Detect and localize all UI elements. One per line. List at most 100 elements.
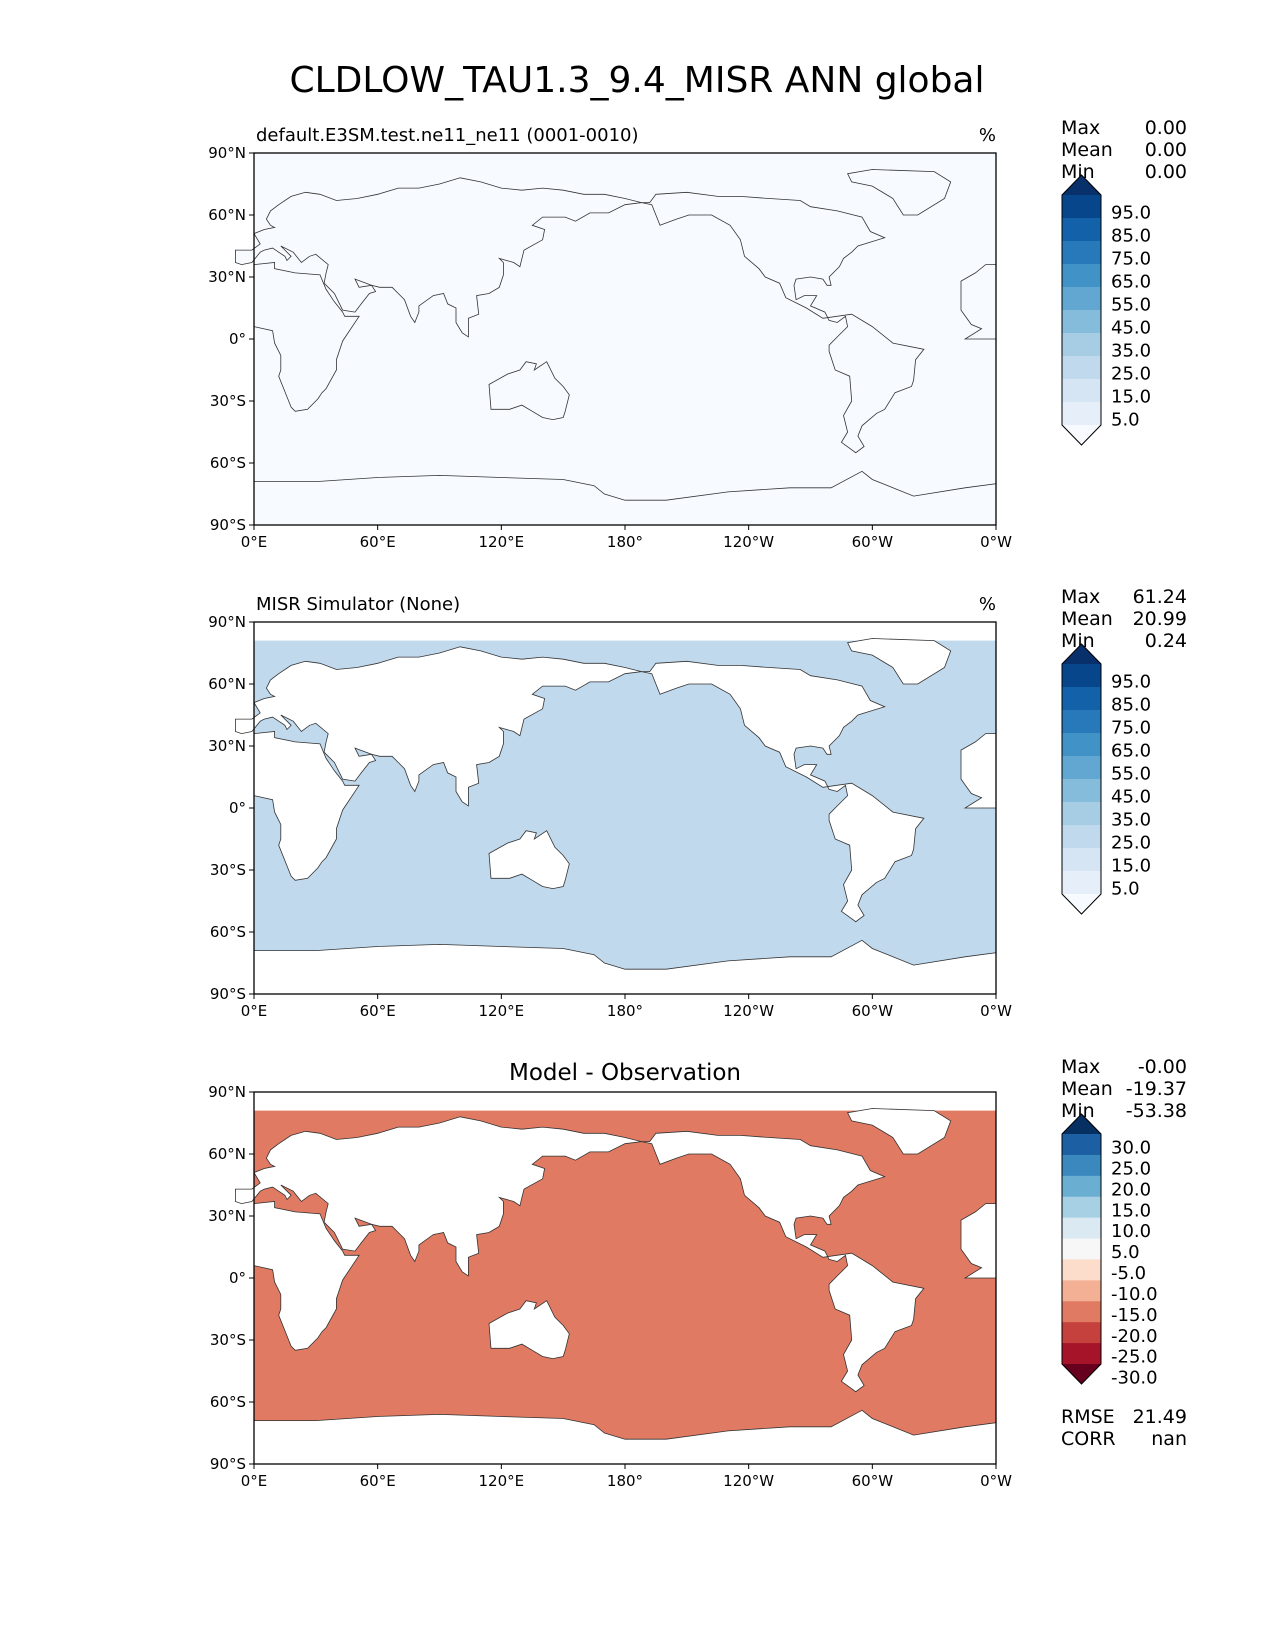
panel-title: Model - Observation	[509, 1060, 741, 1086]
colorbar-tick-label: 5.0	[1111, 1242, 1140, 1263]
lat-tick-label: 0°	[229, 330, 246, 348]
colorbar-tick-label: 20.0	[1111, 1179, 1151, 1200]
colorbar-tick-label: -10.0	[1111, 1284, 1158, 1305]
colorbar-bin	[1062, 871, 1101, 895]
stat-label: Min	[1061, 1100, 1095, 1122]
colorbar-bin	[1062, 333, 1101, 357]
colorbar-tick-label: -20.0	[1111, 1326, 1158, 1347]
map-panel-3: Model - Observation 90°N 60°N 30°N 0° 30°S 60°…	[208, 1056, 1187, 1490]
coastline	[234, 646, 925, 923]
colorbar-bin	[1062, 1238, 1101, 1260]
colorbar-bin	[1062, 1343, 1101, 1365]
colorbar-tick-label: 15.0	[1111, 855, 1151, 876]
colorbar-bin	[1062, 1280, 1101, 1302]
colorbar-bin	[1062, 756, 1101, 780]
lat-tick-label: 90°S	[210, 1455, 246, 1473]
lat-tick-label: 30°N	[208, 268, 246, 286]
lon-tick-label: 60°E	[360, 1002, 396, 1020]
colorbar-bin	[1062, 1301, 1101, 1323]
stat-value: 61.24	[1133, 586, 1187, 608]
stat-label: Mean	[1061, 1078, 1113, 1100]
colorbar-extend-max	[1062, 644, 1101, 664]
colorbar-bin	[1062, 825, 1101, 849]
stat-label: Mean	[1061, 608, 1113, 630]
colorbar-bin	[1062, 379, 1101, 403]
colorbar-extend-min	[1062, 1364, 1101, 1384]
lon-tick-label: 60°W	[852, 533, 894, 551]
stat-value: 0.00	[1145, 161, 1187, 183]
lat-tick-label: 30°S	[210, 392, 246, 410]
stat-label: Min	[1061, 630, 1095, 652]
colorbar-extend-max	[1062, 1114, 1101, 1134]
colorbar-tick-label: 55.0	[1111, 763, 1151, 784]
colorbar-tick-label: 85.0	[1111, 225, 1151, 246]
colorbar-extend-min	[1062, 894, 1101, 914]
colorbar-tick-label: 45.0	[1111, 786, 1151, 807]
lat-tick-label: 60°N	[208, 1145, 246, 1163]
coastline	[253, 939, 997, 995]
lon-tick-label: 120°W	[723, 1472, 774, 1490]
colorbar-tick-label: 75.0	[1111, 717, 1151, 738]
colorbar-tick-label: 85.0	[1111, 694, 1151, 715]
coastline	[488, 830, 570, 890]
colorbar-tick-label: 95.0	[1111, 671, 1151, 692]
map-panel-2: MISR Simulator (None) % 90°N 60°N 30°N 0° 30°S…	[208, 586, 1187, 1020]
colorbar-bin	[1062, 710, 1101, 734]
coastline	[253, 1201, 360, 1351]
lat-tick-label: 60°S	[210, 1393, 246, 1411]
colorbar-bin	[1062, 218, 1101, 242]
colorbar-tick-label: 95.0	[1111, 202, 1151, 223]
stat-value: 0.00	[1145, 117, 1187, 139]
colorbar-tick-label: 25.0	[1111, 832, 1151, 853]
lon-tick-label: 180°	[607, 1472, 643, 1490]
colorbar-tick-label: 25.0	[1111, 363, 1151, 384]
error-stat-value: nan	[1151, 1428, 1187, 1450]
coastline	[253, 470, 997, 526]
lon-tick-label: 0°W	[980, 1002, 1012, 1020]
lon-tick-label: 0°E	[241, 533, 268, 551]
colorbar-bin	[1062, 195, 1101, 219]
colorbar-tick-label: -15.0	[1111, 1305, 1158, 1326]
error-stat-value: 21.49	[1133, 1406, 1187, 1428]
no-data-mask	[254, 622, 996, 641]
coastline	[847, 638, 952, 685]
panel-units: %	[979, 594, 996, 615]
lon-tick-label: 120°E	[479, 1472, 525, 1490]
error-stat-label: CORR	[1061, 1428, 1116, 1450]
colorbar-bin	[1062, 802, 1101, 826]
colorbar-outline	[1061, 1113, 1102, 1385]
lon-tick-label: 60°E	[360, 533, 396, 551]
lat-tick-label: 60°N	[208, 675, 246, 693]
lat-tick-label: 90°S	[210, 516, 246, 534]
colorbar-tick-label: 15.0	[1111, 1200, 1151, 1221]
colorbar-bin	[1062, 1217, 1101, 1240]
colorbar-tick-label: 45.0	[1111, 317, 1151, 338]
colorbar-extend-max	[1062, 175, 1101, 195]
no-data-mask	[254, 1092, 996, 1111]
lat-tick-label: 60°S	[210, 923, 246, 941]
map-panel-1: default.E3SM.test.ne11_ne11 (0001-0010)%…	[208, 117, 1187, 551]
colorbar-tick-label: 25.0	[1111, 1159, 1151, 1180]
lat-tick-label: 0°	[229, 1269, 246, 1287]
lon-tick-label: 0°E	[241, 1002, 268, 1020]
lat-tick-label: 30°N	[208, 737, 246, 755]
colorbar-bin	[1062, 1175, 1101, 1198]
lat-tick-label: 90°N	[208, 1083, 246, 1101]
colorbar-tick-label: 65.0	[1111, 740, 1151, 761]
lon-tick-label: 0°E	[241, 1472, 268, 1490]
colorbar-tick-label: 5.0	[1111, 409, 1140, 430]
lon-tick-label: 180°	[607, 533, 643, 551]
figure-title: CLDLOW_TAU1.3_9.4_MISR ANN global	[289, 60, 984, 101]
stat-value: -19.37	[1126, 1078, 1187, 1100]
lon-tick-label: 120°E	[479, 533, 525, 551]
colorbar-bin	[1062, 310, 1101, 334]
lon-tick-label: 0°W	[980, 1472, 1012, 1490]
lat-tick-label: 90°S	[210, 985, 246, 1003]
colorbar-bin	[1062, 733, 1101, 757]
lat-tick-label: 90°N	[208, 613, 246, 631]
stat-value: -0.00	[1138, 1056, 1187, 1078]
stat-value: 20.99	[1133, 608, 1187, 630]
stat-label: Max	[1061, 1056, 1100, 1078]
stat-label: Max	[1061, 586, 1100, 608]
stat-value: -53.38	[1126, 1100, 1187, 1122]
